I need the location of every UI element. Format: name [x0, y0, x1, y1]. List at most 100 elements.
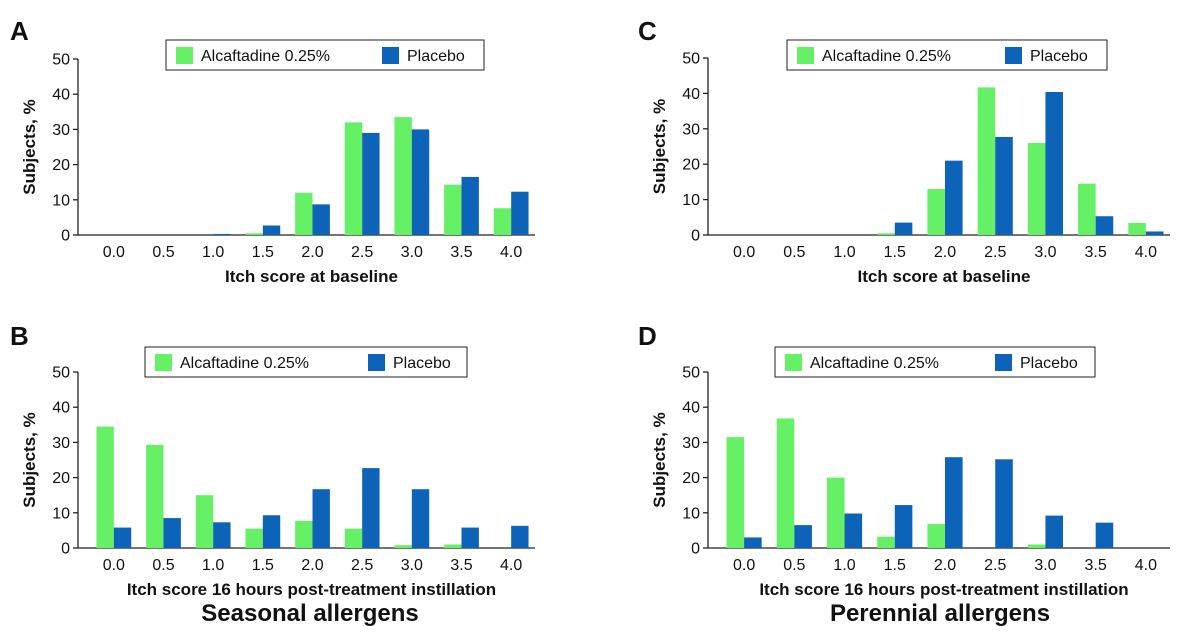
y-tick-label: 10 — [682, 505, 700, 522]
x-axis-label: Itch score at baseline — [225, 267, 398, 286]
bar-placebo — [362, 132, 380, 235]
bar-placebo — [1145, 231, 1164, 235]
bar-placebo — [511, 525, 529, 548]
legend-swatch-placebo — [1005, 47, 1022, 64]
bar-alcaftadine — [927, 524, 945, 548]
bar-alcaftadine — [195, 495, 214, 548]
x-tick-label: 1.0 — [833, 557, 855, 574]
bar-placebo — [312, 489, 330, 548]
bar-alcaftadine — [726, 437, 745, 548]
bar-alcaftadine — [344, 122, 363, 235]
bar-placebo — [511, 191, 529, 235]
bar-placebo — [213, 522, 231, 548]
bar-placebo — [995, 459, 1013, 548]
x-axis-label: Itch score at baseline — [858, 267, 1031, 286]
x-tick-label: 1.5 — [884, 557, 906, 574]
x-tick-label: 2.0 — [934, 244, 956, 261]
legend: Alcaftadine 0.25% Placebo — [774, 346, 1096, 378]
bar-alcaftadine — [1027, 544, 1046, 548]
chart-panel-d: D 0 10 20 30 40 50 0.0 0.5 1.0 1.5 2.0 2.5 3.0 3.5 4.0 I… — [638, 321, 1170, 599]
y-tick-label: 0 — [61, 228, 70, 245]
bar-alcaftadine — [1027, 142, 1046, 235]
panel-letter: B — [10, 321, 29, 351]
x-tick-label: 2.5 — [984, 557, 1006, 574]
x-tick-label: 2.0 — [934, 557, 956, 574]
x-tick-label: 1.0 — [202, 244, 224, 261]
bar-alcaftadine — [394, 545, 412, 548]
bar-placebo — [163, 518, 181, 548]
legend-label-alcaftadine: Alcaftadine 0.25% — [201, 48, 330, 65]
x-tick-label: 3.0 — [1034, 244, 1056, 261]
bar-placebo — [411, 129, 430, 235]
bar-placebo — [461, 176, 479, 235]
y-tick-label: 10 — [682, 192, 700, 209]
bar-alcaftadine — [344, 528, 363, 548]
footer-left: Seasonal allergens — [201, 600, 419, 627]
bar-alcaftadine — [245, 528, 263, 548]
bar-alcaftadine — [1128, 222, 1146, 235]
x-tick-label: 2.5 — [351, 557, 373, 574]
bar-placebo — [995, 136, 1013, 235]
y-axis-label: Subjects, % — [20, 99, 39, 194]
legend-label-alcaftadine: Alcaftadine 0.25% — [822, 48, 951, 65]
legend-label-alcaftadine: Alcaftadine 0.25% — [180, 355, 309, 372]
x-tick-label: 3.0 — [1034, 557, 1056, 574]
legend-label-placebo: Placebo — [1030, 48, 1088, 65]
y-axis-label: Subjects, % — [20, 412, 39, 507]
x-tick-label: 2.5 — [984, 244, 1006, 261]
bar-alcaftadine — [877, 536, 895, 548]
legend-swatch-alcaftadine — [785, 354, 802, 371]
bar-placebo — [461, 527, 479, 548]
panel-letter: C — [638, 16, 657, 46]
bar-alcaftadine — [776, 418, 795, 548]
y-tick-label: 40 — [52, 87, 70, 104]
x-tick-label: 3.5 — [1085, 244, 1107, 261]
x-tick-label: 2.0 — [301, 244, 323, 261]
y-tick-label: 40 — [682, 400, 700, 417]
bar-placebo — [362, 468, 380, 548]
legend-swatch-alcaftadine — [176, 47, 193, 64]
panel-letter: D — [638, 321, 657, 351]
y-tick-label: 50 — [52, 365, 70, 382]
legend-swatch-alcaftadine — [155, 354, 172, 371]
bar-alcaftadine — [977, 87, 996, 236]
bar-alcaftadine — [146, 444, 164, 548]
y-tick-label: 20 — [52, 470, 70, 487]
legend-box — [165, 39, 485, 71]
chart-panel-b: B 0 10 20 30 40 50 0.0 0.5 1.0 1.5 2.0 2.5 3.0 3.5 4.0I… — [10, 321, 535, 599]
y-tick-label: 30 — [52, 122, 70, 139]
y-tick-label: 10 — [52, 505, 70, 522]
bar-placebo — [411, 489, 430, 548]
x-tick-label: 3.5 — [1085, 557, 1107, 574]
footer-right: Perennial allergens — [829, 600, 1051, 627]
y-tick-label: 50 — [52, 52, 70, 69]
y-tick-label: 20 — [52, 157, 70, 174]
x-tick-label: 0.0 — [103, 244, 125, 261]
legend-swatch-placebo — [368, 354, 385, 371]
chart-panel-c: C 0 10 20 30 40 50 0.0 0.5 1.0 1.5 2.0 2.5 3.0 3.5 4.0 I… — [638, 16, 1170, 286]
x-tick-label: 3.5 — [450, 557, 472, 574]
chart-panel-a: A 0 10 20 30 40 50 0.0 0.5 1.0 1.5 2.0 2.5 3.0 3.5 4.0 I… — [10, 16, 535, 286]
bar-placebo — [1045, 91, 1064, 235]
x-tick-label: 1.5 — [252, 244, 274, 261]
x-tick-label: 0.0 — [103, 557, 125, 574]
legend-label-placebo: Placebo — [1020, 355, 1078, 372]
x-tick-label: 4.0 — [1135, 244, 1157, 261]
x-tick-label: 2.0 — [301, 557, 323, 574]
bar-placebo — [262, 225, 281, 235]
y-tick-label: 0 — [61, 541, 70, 558]
bar-placebo — [945, 457, 963, 548]
bar-alcaftadine — [295, 192, 313, 235]
legend-box — [144, 346, 468, 378]
x-tick-label: 4.0 — [500, 557, 522, 574]
bar-placebo — [894, 505, 913, 548]
x-tick-label: 1.0 — [202, 557, 224, 574]
bar-alcaftadine — [493, 208, 512, 235]
bar-alcaftadine — [394, 117, 412, 235]
legend-label-placebo: Placebo — [393, 355, 451, 372]
y-tick-label: 40 — [52, 400, 70, 417]
bar-alcaftadine — [877, 233, 895, 235]
bar-placebo — [894, 222, 913, 235]
bar-alcaftadine — [444, 184, 462, 235]
